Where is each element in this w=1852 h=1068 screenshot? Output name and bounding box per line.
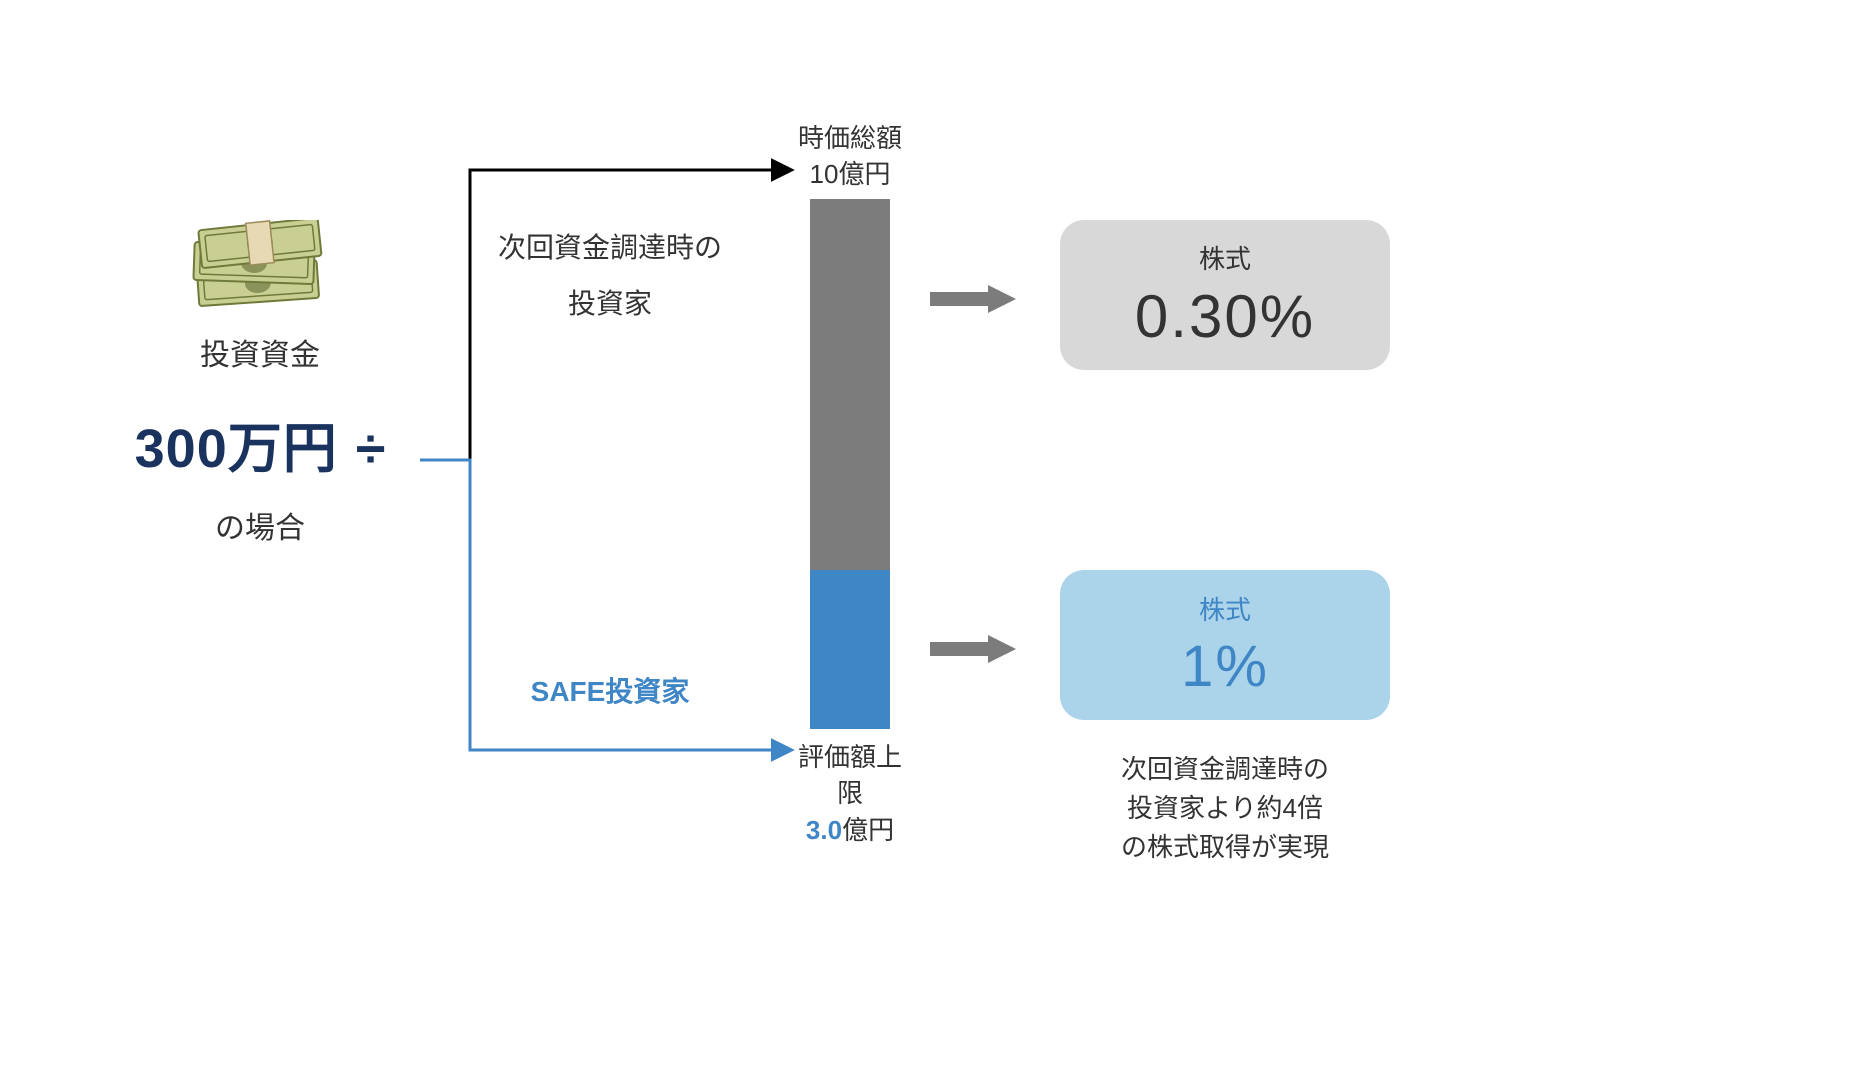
equity-label-bottom: 株式 <box>1060 590 1390 627</box>
bar-top-line1: 時価総額 <box>790 120 910 156</box>
divide-symbol: ÷ <box>356 418 386 480</box>
bar-top-line2: 10億円 <box>790 156 910 192</box>
cap-unit: 億円 <box>842 815 894 845</box>
investment-label: 投資資金 <box>120 330 400 374</box>
valuation-bar-area: 時価総額 10億円 評価額上限 3.0億円 <box>790 120 910 848</box>
equity-label-top: 株式 <box>1060 239 1390 276</box>
footnote-line3: の株式取得が実現 <box>1060 828 1390 867</box>
cap-value: 3.0 <box>806 815 842 845</box>
diagram-canvas: 投資資金 300万円 ÷ の場合 次回資金調達時の 投資家 SAFE投資家 時価… <box>50 50 1590 950</box>
next-round-investor-label: 次回資金調達時の 投資家 <box>480 220 740 332</box>
valuation-cap-label: 評価額上限 3.0億円 <box>790 739 910 848</box>
footnote-text: 次回資金調達時の 投資家より約4倍 の株式取得が実現 <box>1060 750 1390 867</box>
footnote-line1: 次回資金調達時の <box>1060 750 1390 789</box>
footnote-line2: 投資家より約4倍 <box>1060 789 1390 828</box>
bar-segment-cap <box>810 570 890 729</box>
path-top-line1: 次回資金調達時の <box>480 220 740 276</box>
investment-block: 投資資金 300万円 ÷ の場合 <box>120 220 400 547</box>
market-cap-label: 時価総額 10億円 <box>790 120 910 193</box>
safe-investor-label: SAFE投資家 <box>480 670 740 710</box>
cap-prefix: 評価額上限 <box>790 739 910 812</box>
arrow-to-result-top <box>930 285 1020 313</box>
valuation-bar <box>810 199 890 729</box>
case-label: の場合 <box>120 503 400 547</box>
equity-value-bottom: 1% <box>1060 633 1390 700</box>
investment-amount: 300万円 <box>135 404 338 483</box>
equity-result-next-round: 株式 0.30% <box>1060 220 1390 370</box>
equity-result-safe: 株式 1% <box>1060 570 1390 720</box>
money-stack-icon <box>190 220 330 310</box>
amount-row: 300万円 ÷ <box>120 404 400 483</box>
equity-value-top: 0.30% <box>1060 282 1390 351</box>
path-top-line2: 投資家 <box>480 276 740 332</box>
arrow-to-result-bottom <box>930 635 1020 663</box>
cap-value-row: 3.0億円 <box>790 812 910 848</box>
